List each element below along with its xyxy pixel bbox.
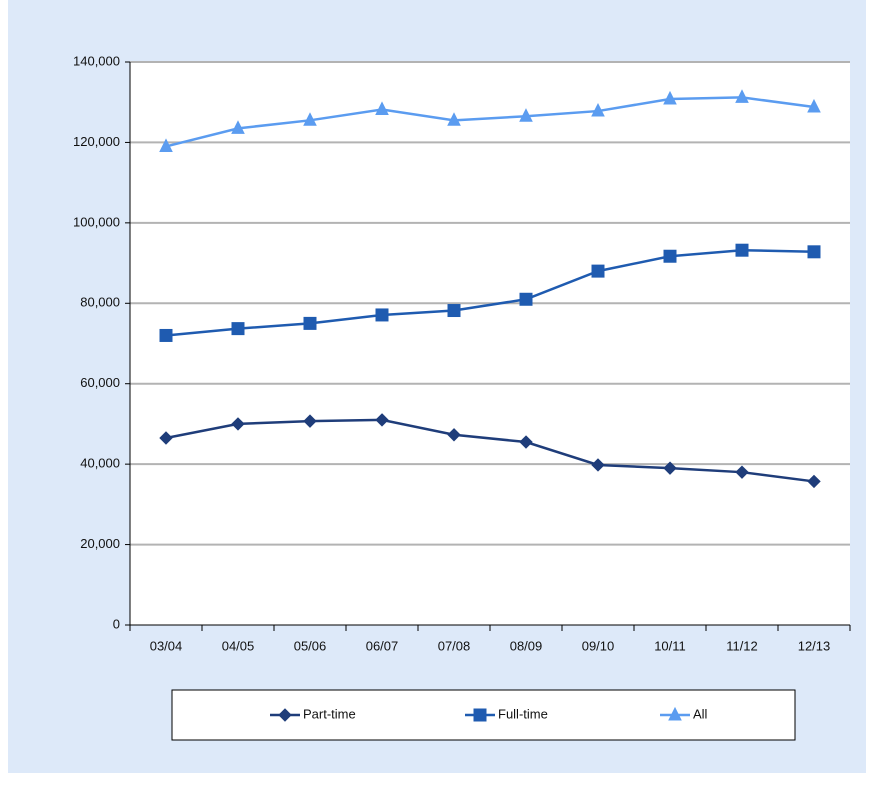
data-point xyxy=(375,413,389,427)
data-point xyxy=(375,101,389,115)
data-point xyxy=(447,304,461,318)
y-tick-label: 100,000 xyxy=(73,214,120,229)
data-point xyxy=(735,243,749,257)
data-point xyxy=(663,90,677,105)
data-point xyxy=(519,108,533,122)
x-tick-label: 11/12 xyxy=(726,638,758,653)
x-tick-label: 07/08 xyxy=(438,638,471,653)
data-point xyxy=(231,120,245,134)
data-point xyxy=(375,308,389,322)
y-tick-label: 120,000 xyxy=(73,134,120,149)
data-point xyxy=(303,316,317,330)
data-point xyxy=(735,465,749,479)
data-point xyxy=(303,112,317,126)
series-line xyxy=(165,418,815,483)
x-tick-label: 04/05 xyxy=(222,638,255,653)
data-point xyxy=(591,458,605,472)
y-tick-label: 140,000 xyxy=(73,53,120,68)
data-point xyxy=(231,417,245,431)
legend-marker xyxy=(473,708,487,722)
data-point xyxy=(303,414,317,428)
data-point xyxy=(447,428,461,442)
y-tick-label: 0 xyxy=(113,616,120,631)
y-tick-label: 60,000 xyxy=(80,375,120,390)
x-tick-label: 10/11 xyxy=(654,638,686,653)
series-line xyxy=(165,96,815,148)
data-point xyxy=(807,245,821,259)
legend-label: Part-time xyxy=(303,706,356,721)
data-point xyxy=(159,138,173,152)
legend-label: All xyxy=(693,706,708,721)
x-tick-label: 05/06 xyxy=(294,638,327,653)
legend-marker xyxy=(278,708,292,722)
x-tick-label: 12/13 xyxy=(798,638,831,653)
data-point xyxy=(735,89,749,103)
data-point xyxy=(519,292,533,306)
data-point xyxy=(159,431,173,445)
data-point xyxy=(591,102,605,117)
x-tick-label: 09/10 xyxy=(582,638,615,653)
legend-marker xyxy=(668,706,682,721)
data-point xyxy=(447,112,461,126)
data-point xyxy=(807,98,821,113)
series-line xyxy=(165,248,815,337)
x-tick-label: 06/07 xyxy=(366,638,399,653)
y-tick-label: 80,000 xyxy=(80,295,120,310)
data-point xyxy=(591,264,605,278)
data-point xyxy=(663,249,677,263)
data-point xyxy=(231,322,245,336)
x-tick-label: 08/09 xyxy=(510,638,543,653)
data-point xyxy=(663,461,677,475)
data-point xyxy=(807,474,821,489)
y-tick-label: 40,000 xyxy=(80,456,120,471)
data-point xyxy=(519,435,533,449)
data-point xyxy=(159,328,173,342)
x-tick-label: 03/04 xyxy=(150,638,183,653)
legend-label: Full-time xyxy=(498,706,548,721)
y-tick-label: 20,000 xyxy=(80,536,120,551)
plot-area xyxy=(130,62,850,625)
